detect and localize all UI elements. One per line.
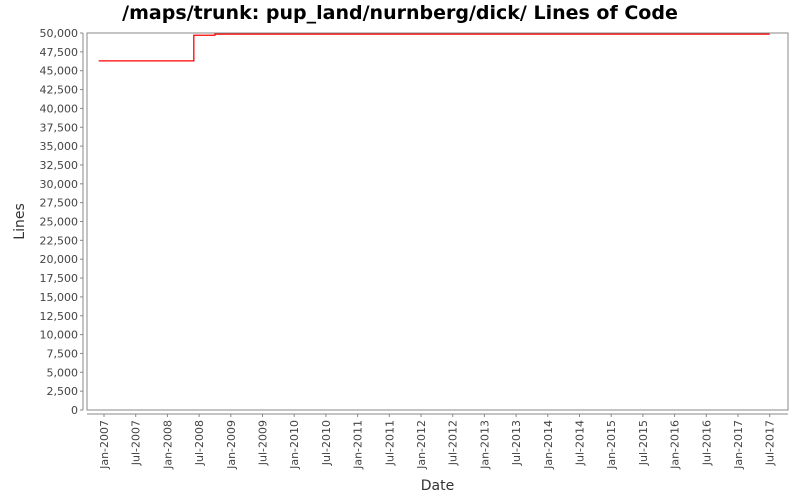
y-tick-label: 7,500	[47, 347, 79, 360]
x-tick-label: Jan-2014	[542, 420, 555, 470]
y-tick-label: 35,000	[40, 140, 79, 153]
x-tick-label: Jan-2008	[161, 420, 174, 470]
x-tick-label: Jul-2012	[447, 420, 460, 466]
x-tick-label: Jan-2016	[669, 420, 682, 470]
y-tick-label: 17,500	[40, 272, 79, 285]
y-tick-label: 27,500	[40, 197, 79, 210]
x-tick-label: Jul-2017	[764, 420, 777, 466]
x-tick-label: Jul-2011	[383, 420, 396, 466]
y-tick-label: 45,000	[40, 65, 79, 78]
y-tick-label: 0	[71, 404, 78, 417]
y-tick-label: 30,000	[40, 178, 79, 191]
y-tick-label: 40,000	[40, 102, 79, 115]
x-tick-label: Jan-2009	[225, 420, 238, 470]
x-tick-label: Jul-2007	[130, 420, 143, 466]
series-line	[98, 33, 770, 62]
x-tick-label: Jul-2016	[700, 420, 713, 466]
y-tick-label: 20,000	[40, 253, 79, 266]
x-tick-label: Jan-2013	[478, 420, 491, 470]
x-tick-label: Jan-2007	[98, 420, 111, 470]
y-tick-label: 10,000	[40, 329, 79, 342]
y-tick-label: 12,500	[40, 310, 79, 323]
y-tick-label: 2,500	[47, 385, 79, 398]
x-tick-label: Jan-2017	[732, 420, 745, 470]
plot-area	[86, 32, 789, 411]
y-tick-label: 47,500	[40, 46, 79, 59]
y-tick-label: 42,500	[40, 84, 79, 97]
chart-title: /maps/trunk: pup_land/nurnberg/dick/ Lin…	[122, 2, 678, 24]
y-tick-label: 50,000	[40, 27, 79, 40]
y-tick-label: 15,000	[40, 291, 79, 304]
y-tick-label: 25,000	[40, 216, 79, 229]
y-tick-label: 37,500	[40, 121, 79, 134]
x-tick-label: Jul-2014	[574, 420, 587, 466]
x-tick-label: Jul-2010	[320, 420, 333, 466]
y-tick-label: 32,500	[40, 159, 79, 172]
x-tick-label: Jul-2008	[193, 420, 206, 466]
x-tick-label: Jan-2015	[605, 420, 618, 470]
y-tick-label: 5,000	[47, 366, 79, 379]
y-axis-label: Lines	[12, 203, 28, 239]
x-axis-label: Date	[421, 478, 454, 494]
x-tick-label: Jan-2012	[415, 420, 428, 470]
x-tick-label: Jul-2009	[257, 420, 270, 466]
y-tick-label: 22,500	[40, 234, 79, 247]
x-tick-label: Jan-2011	[352, 420, 365, 470]
x-tick-label: Jul-2015	[637, 420, 650, 466]
x-tick-label: Jan-2010	[288, 420, 301, 470]
x-tick-label: Jul-2013	[510, 420, 523, 466]
